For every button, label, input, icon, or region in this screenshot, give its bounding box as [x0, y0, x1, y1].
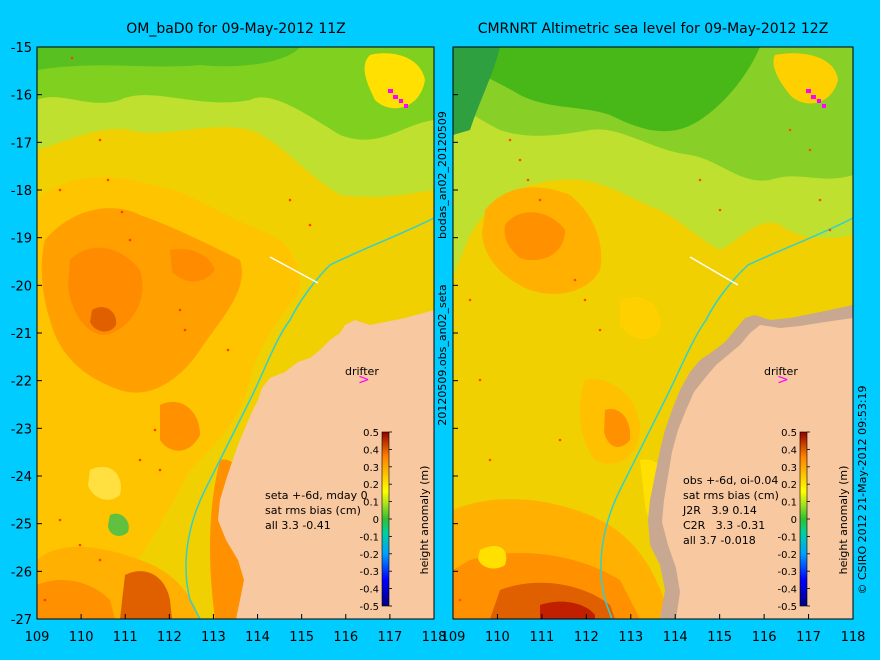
- longitude-tick-label: 109: [441, 630, 466, 645]
- right-stats-line-2: sat rms bias (cm): [683, 489, 779, 502]
- colorbar-tick-label: -0.2: [777, 550, 797, 561]
- colorbar-tick-label: -0.3: [777, 567, 797, 578]
- colorbar-tick-label: 0.4: [363, 445, 379, 456]
- right-stats-line-4: C2R 3.3 -0.31: [683, 519, 765, 532]
- left-drifter-track: [388, 89, 408, 108]
- colorbar-tick-label: 0.2: [781, 480, 797, 491]
- colorbar-tick-label: 0.5: [781, 428, 797, 439]
- left-isobath: [185, 217, 434, 619]
- latitude-tick-label: -21: [11, 327, 32, 342]
- colorbar-tick-label: 0: [373, 515, 379, 526]
- right-drifter-marker: >: [777, 372, 789, 388]
- latitude-tick-label: -18: [11, 184, 32, 199]
- longitude-tick-label: 111: [113, 630, 138, 645]
- left-drifter-label: drifter: [345, 365, 379, 378]
- colorbar-tick-label: 0.3: [781, 463, 797, 474]
- right-colorbar-ticks: 0.5 0.4 0.3 0.2 0.1 0 -0.1 -0.2 -0.3 -0.4 -0.5: [777, 428, 810, 613]
- longitude-tick-label: 110: [485, 630, 510, 645]
- side-label-bottom: 20120509.obs_an02_seta: [436, 284, 449, 425]
- latitude-tick-label: -15: [11, 41, 32, 56]
- right-colorbar: [799, 431, 808, 607]
- colorbar-tick-label: -0.5: [359, 602, 379, 613]
- longitude-tick-label: 117: [796, 630, 821, 645]
- latitude-tick-label: -22: [11, 375, 32, 390]
- longitude-tick-label: 109: [25, 630, 50, 645]
- left-title: OM_baD0 for 09-May-2012 11Z: [126, 21, 346, 37]
- left-colorbar-label: height anomaly (m): [418, 466, 431, 575]
- left-stats-line-3: all 3.3 -0.41: [265, 519, 331, 532]
- longitude-tick-label: 116: [752, 630, 777, 645]
- longitude-tick-label: 110: [69, 630, 94, 645]
- right-colorbar-label: height anomaly (m): [837, 466, 850, 575]
- longitude-tick-label: 112: [574, 630, 599, 645]
- right-sampling-dots: [458, 128, 832, 602]
- longitude-tick-label: 112: [157, 630, 182, 645]
- longitude-tick-label: 116: [333, 630, 358, 645]
- left-anomaly-contours: [37, 47, 434, 619]
- right-anomaly-contours: [453, 47, 853, 619]
- right-drifter-label: drifter: [764, 365, 798, 378]
- colorbar-tick-label: 0.3: [363, 463, 379, 474]
- right-map-panel: CMRNRT Altimetric sea level for 09-May-2…: [452, 21, 854, 620]
- colorbar-tick-label: -0.3: [359, 567, 379, 578]
- right-transect: [689, 256, 739, 286]
- colorbar-tick-label: -0.2: [359, 550, 379, 561]
- left-stats-line-1: seta +-6d, mday 0: [265, 489, 368, 502]
- left-drifter-marker: >: [358, 372, 370, 388]
- left-colorbar: [381, 431, 390, 607]
- colorbar-tick-label: 0.4: [781, 445, 797, 456]
- side-label-top: bodas_an02_20120509: [436, 111, 449, 239]
- latitude-tick-label: -24: [11, 470, 32, 485]
- left-land: [218, 310, 434, 619]
- right-drifter-track: [806, 89, 826, 108]
- left-stats-box: seta +-6d, mday 0 sat rms bias (cm) all …: [265, 489, 368, 532]
- right-stats-line-1: obs +-6d, oi-0.04: [683, 474, 778, 487]
- latitude-tick-label: -23: [11, 422, 32, 437]
- colorbar-tick-label: 0: [791, 515, 797, 526]
- longitude-tick-label: 118: [841, 630, 866, 645]
- latitude-tick-label: -16: [11, 89, 32, 104]
- longitude-tick-label: 117: [377, 630, 402, 645]
- left-longitude-ticks: 109 110 111 112 113 114 115 116 117 118: [25, 614, 447, 645]
- longitude-tick-label: 115: [289, 630, 314, 645]
- left-transect: [269, 256, 319, 284]
- colorbar-tick-label: -0.5: [777, 602, 797, 613]
- colorbar-tick-label: -0.4: [359, 585, 379, 596]
- longitude-tick-label: 118: [422, 630, 447, 645]
- colorbar-tick-label: 0.1: [781, 498, 797, 509]
- right-stats-box: obs +-6d, oi-0.04 sat rms bias (cm) J2R …: [682, 474, 779, 547]
- colorbar-tick-label: -0.1: [777, 532, 797, 543]
- right-latitude-ticks: [453, 46, 458, 620]
- longitude-tick-label: 115: [707, 630, 732, 645]
- latitude-tick-label: -17: [11, 136, 32, 151]
- longitude-tick-label: 111: [529, 630, 554, 645]
- colorbar-tick-label: -0.4: [777, 585, 797, 596]
- colorbar-tick-label: 0.1: [363, 498, 379, 509]
- left-map-panel: OM_baD0 for 09-May-2012 11Z: [36, 21, 435, 620]
- right-title: CMRNRT Altimetric sea level for 09-May-2…: [478, 21, 829, 37]
- left-sampling-dots: [43, 56, 312, 602]
- colorbar-tick-label: 0.5: [363, 428, 379, 439]
- left-colorbar-ticks: 0.5 0.4 0.3 0.2 0.1 0 -0.1 -0.2 -0.3 -0.4 -0.5: [359, 428, 392, 613]
- left-latitude-ticks: -15 -16 -17 -18 -19 -20 -21 -22 -23 -24 -25 -26 -27: [11, 41, 42, 628]
- right-longitude-ticks: 109 110 111 112 113 114 115 116 117 118: [441, 614, 866, 645]
- right-stats-line-3: J2R 3.9 0.14: [682, 504, 757, 517]
- right-isobath: [600, 217, 853, 619]
- longitude-tick-label: 114: [663, 630, 688, 645]
- colorbar-tick-label: -0.1: [359, 532, 379, 543]
- latitude-tick-label: -26: [11, 565, 32, 580]
- latitude-tick-label: -20: [11, 279, 32, 294]
- longitude-tick-label: 113: [618, 630, 643, 645]
- latitude-tick-label: -25: [11, 518, 32, 533]
- credit-text: © CSIRO 2012 21-May-2012 09:53:19: [856, 385, 869, 594]
- left-stats-line-2: sat rms bias (cm): [265, 504, 361, 517]
- longitude-tick-label: 114: [245, 630, 270, 645]
- colorbar-tick-label: 0.2: [363, 480, 379, 491]
- longitude-tick-label: 113: [201, 630, 226, 645]
- latitude-tick-label: -27: [11, 613, 32, 628]
- right-stats-line-5: all 3.7 -0.018: [683, 534, 756, 547]
- latitude-tick-label: -19: [11, 232, 32, 247]
